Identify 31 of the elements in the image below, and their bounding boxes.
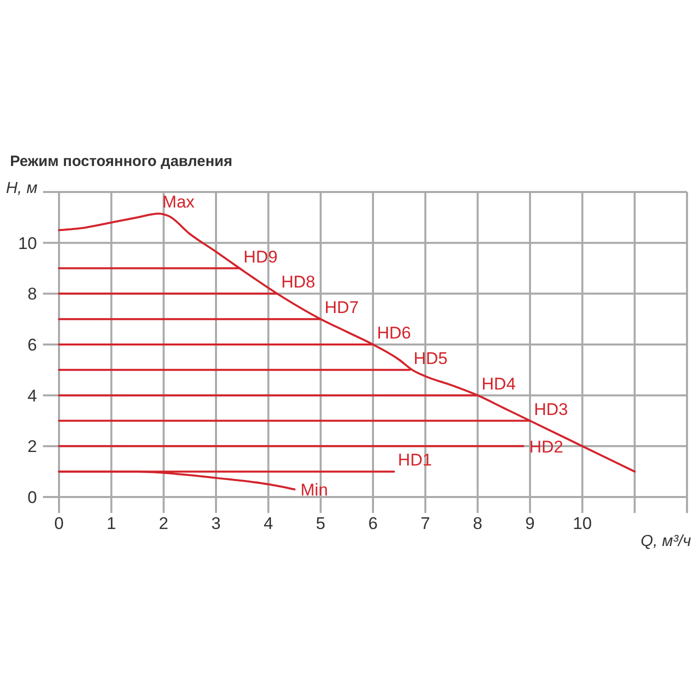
y-tick-label: 2	[28, 437, 37, 456]
chart-title: Режим постоянного давления	[10, 153, 232, 170]
y-tick-label: 8	[28, 284, 37, 304]
y-tick-label: 10	[18, 234, 37, 253]
series-label: HD7	[324, 298, 359, 318]
y-tick-label: 0	[28, 488, 37, 507]
series-label: Max	[162, 192, 196, 212]
x-tick-label: 7	[420, 514, 430, 533]
y-tick-label: 4	[28, 386, 37, 406]
series-label: HD3	[534, 400, 568, 419]
x-tick-label: 9	[525, 514, 535, 533]
x-tick-label: 4	[264, 514, 274, 533]
series-label: HD5	[414, 348, 448, 368]
x-tick-label: 1	[106, 514, 116, 533]
series-label: HD6	[377, 324, 412, 342]
x-tick-label: 8	[472, 514, 482, 533]
x-axis-title: Q, м³/ч	[640, 533, 691, 550]
x-tick-label: 6	[368, 514, 378, 533]
series-label: HD1	[398, 450, 432, 470]
x-tick-label: 5	[316, 514, 326, 533]
x-tick-label: 10	[572, 514, 592, 533]
y-tick-label: 6	[28, 336, 37, 354]
x-tick-label: 2	[158, 514, 168, 533]
series-label: HD8	[281, 272, 316, 292]
series-label: Min	[300, 480, 328, 500]
series-label: HD4	[482, 374, 516, 394]
y-axis-title: H, м	[6, 180, 38, 197]
x-tick-label: 3	[211, 514, 221, 533]
series-label: HD9	[244, 247, 278, 266]
x-tick-label: 0	[54, 514, 64, 533]
series-label: HD2	[529, 437, 564, 456]
